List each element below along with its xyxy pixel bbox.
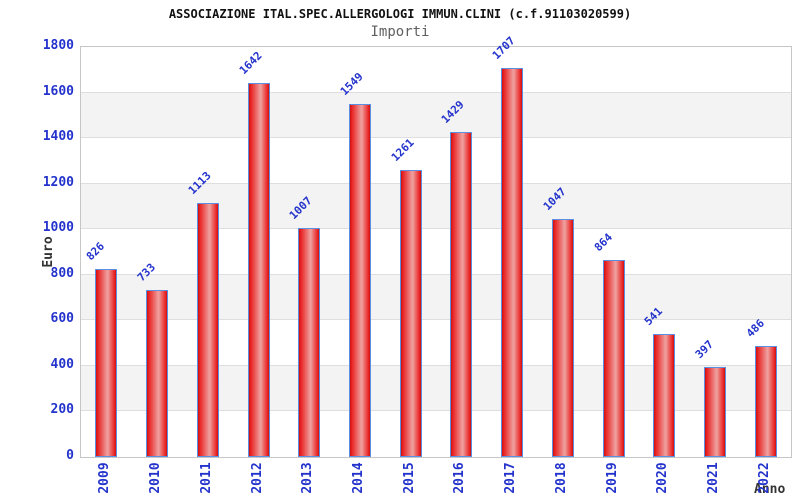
x-axis-tick-label: 2019 — [604, 462, 620, 494]
y-axis-tick-label: 600 — [50, 311, 74, 327]
bar-2019 — [602, 260, 625, 457]
plot-band — [81, 365, 791, 412]
y-axis-tick-label: 400 — [50, 356, 74, 372]
bar-2011 — [196, 203, 219, 457]
bar-2017 — [501, 68, 524, 457]
x-axis-tick-label: 2018 — [553, 462, 569, 494]
x-axis-tick-label: 2014 — [350, 462, 366, 494]
x-axis-tick-label: 2009 — [97, 462, 113, 494]
bar-2022 — [754, 346, 777, 457]
bar-2020 — [653, 334, 676, 457]
y-axis-tick-label: 1200 — [42, 174, 74, 190]
plot-band — [81, 411, 791, 457]
y-axis-tick-label: 1600 — [42, 83, 74, 99]
x-axis-tick-label: 2020 — [655, 462, 671, 494]
x-axis-tick-label: 2022 — [756, 462, 772, 494]
x-axis-tick-label: 2010 — [148, 462, 164, 494]
y-axis-tick-label: 0 — [66, 448, 74, 463]
plot-band — [81, 320, 791, 366]
y-axis-tick-label: 1000 — [42, 220, 74, 236]
bar-2010 — [146, 290, 169, 457]
plot-band — [81, 92, 791, 139]
bar-2016 — [450, 132, 473, 457]
y-axis-tick-label: 1800 — [42, 38, 74, 53]
chart-title: ASSOCIAZIONE ITAL.SPEC.ALLERGOLOGI IMMUN… — [168, 7, 632, 21]
bar-2018 — [551, 219, 574, 457]
bar-2009 — [95, 269, 118, 457]
gridline — [81, 182, 791, 184]
x-axis-tick-label: 2013 — [300, 462, 316, 494]
x-axis-tick-label: 2021 — [705, 462, 721, 494]
bar-2012 — [247, 83, 270, 457]
x-axis-title: Anno — [754, 482, 786, 497]
gridline — [81, 410, 791, 412]
gridline — [81, 91, 791, 93]
plot-area: 826 733 1113 1642 1007 1549 1261 1429 1707 1047 86… — [80, 34, 792, 458]
gridline — [81, 319, 791, 321]
chart-subtitle: Importi — [370, 24, 430, 40]
plot-band — [81, 183, 791, 230]
bar-2013 — [298, 228, 321, 457]
plot-band — [81, 47, 791, 93]
y-axis-tick-label: 200 — [50, 402, 74, 418]
bar-2014 — [348, 104, 371, 457]
gridline — [81, 228, 791, 230]
gridline — [81, 273, 791, 275]
x-axis-tick-label: 2011 — [198, 462, 214, 494]
x-axis-tick-label: 2012 — [249, 462, 265, 494]
plot-band — [81, 274, 791, 321]
x-axis-tick-label: 2015 — [401, 462, 417, 494]
gridline — [81, 364, 791, 366]
plot-band — [81, 229, 791, 275]
y-axis-tick-label: 800 — [50, 265, 74, 281]
x-axis-tick-label: 2016 — [452, 462, 468, 494]
bar-2015 — [399, 170, 422, 457]
bar-2021 — [703, 367, 726, 457]
y-axis-tick-label: 1400 — [42, 129, 74, 145]
plot-band — [81, 138, 791, 184]
gridline — [81, 137, 791, 139]
x-axis-tick-label: 2017 — [503, 462, 519, 494]
